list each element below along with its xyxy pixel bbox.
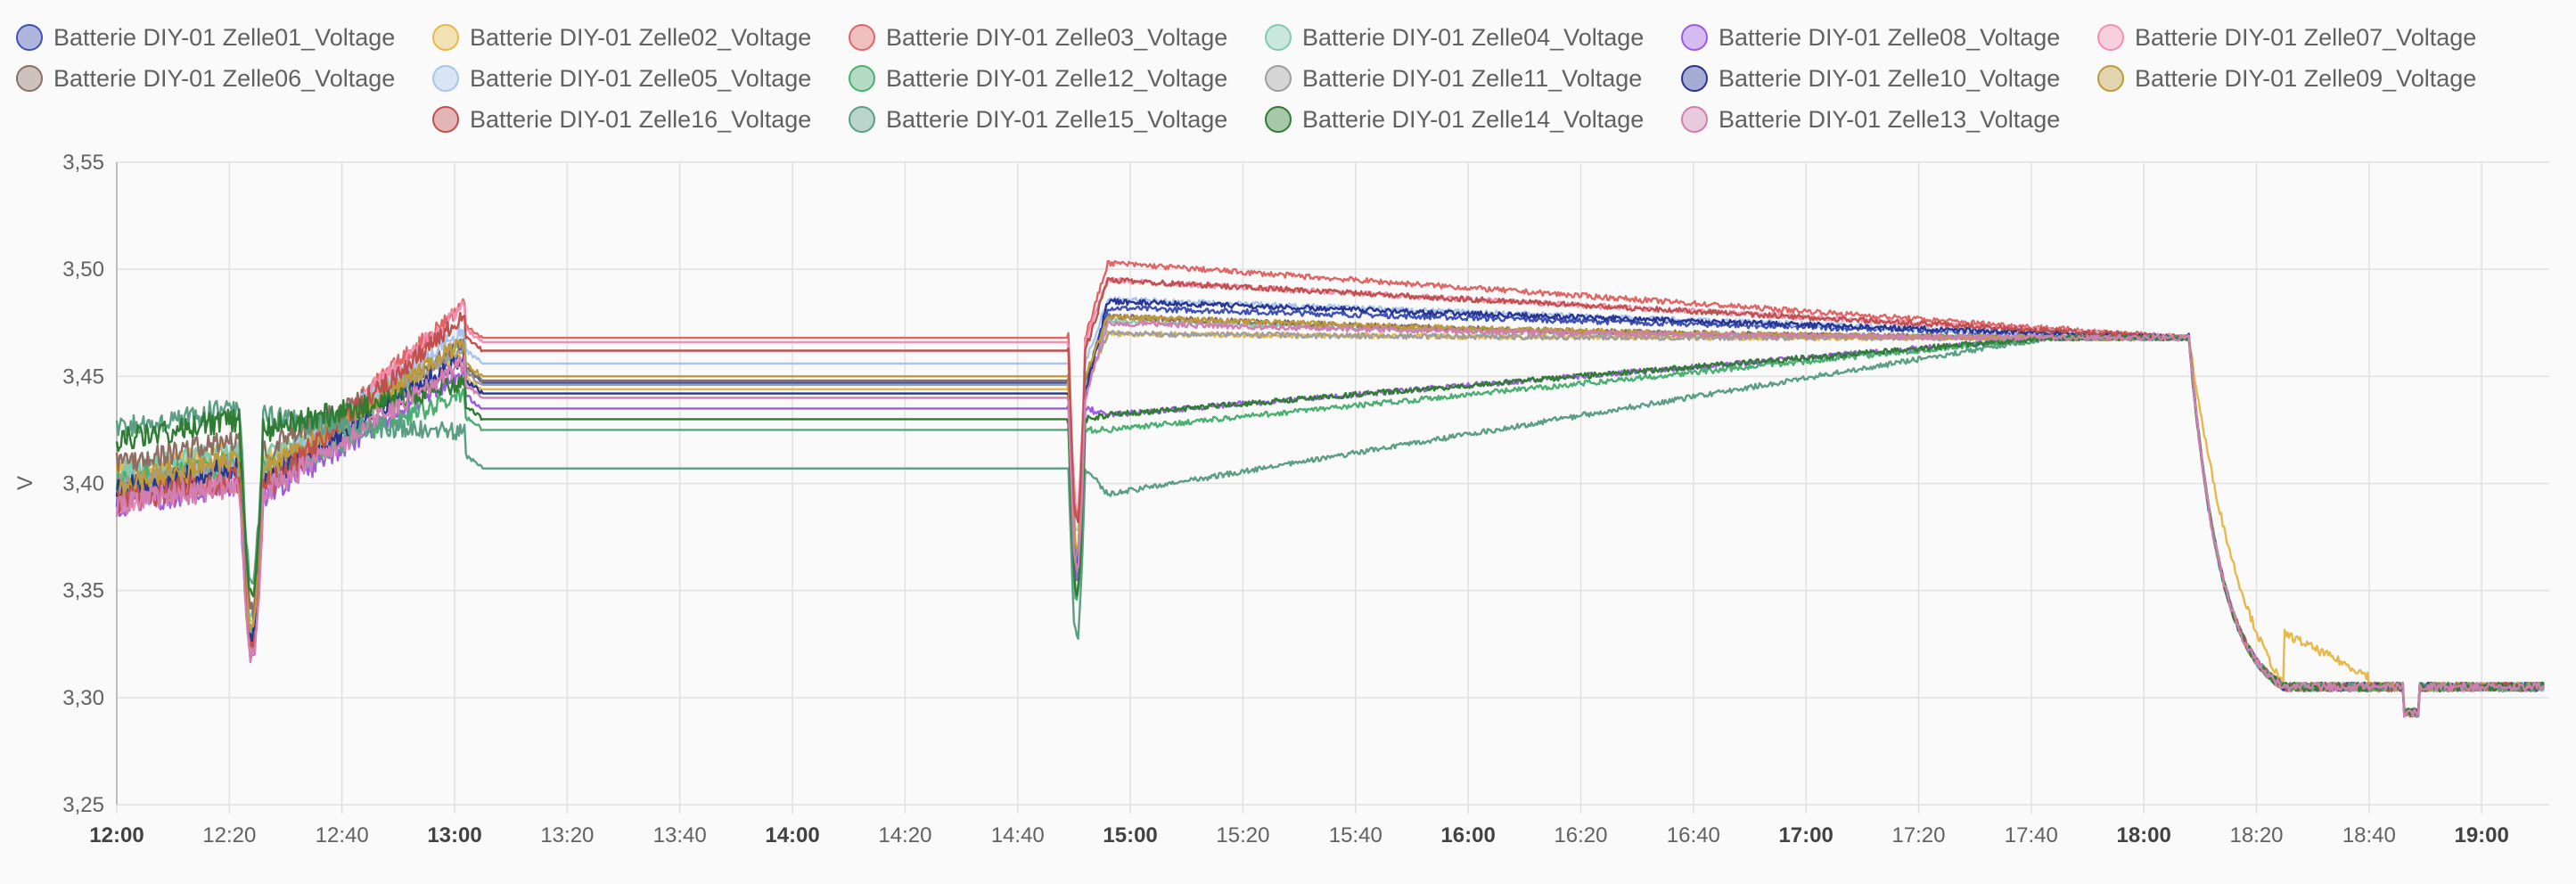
legend-swatch — [432, 106, 459, 133]
x-tick-label: 18:40 — [2342, 823, 2396, 847]
y-tick-label: 3,40 — [62, 472, 104, 496]
x-tick-label: 13:20 — [540, 823, 594, 847]
legend-label: Batterie DIY-01 Zelle02_Voltage — [470, 23, 812, 51]
x-tick-label: 16:00 — [1440, 823, 1495, 847]
x-tick-label: 15:40 — [1329, 823, 1382, 847]
legend-item[interactable]: Batterie DIY-01 Zelle15_Voltage — [849, 102, 1227, 137]
legend-swatch — [1265, 106, 1292, 133]
legend-swatch — [849, 24, 875, 51]
legend-label: Batterie DIY-01 Zelle12_Voltage — [886, 64, 1228, 92]
legend-item[interactable]: Batterie DIY-01 Zelle13_Voltage — [1681, 102, 2060, 137]
x-axis-ticks: 12:00 12:20 12:40 13:00 13:20 13:40 14:00 14:20… — [89, 823, 2509, 847]
legend-swatch — [1681, 106, 1708, 133]
series-line — [116, 276, 2545, 718]
x-tick-label: 15:00 — [1103, 823, 1157, 847]
legend-label: Batterie DIY-01 Zelle05_Voltage — [470, 64, 812, 92]
legend-label: Batterie DIY-01 Zelle06_Voltage — [53, 64, 396, 92]
legend-label: Batterie DIY-01 Zelle11_Voltage — [1302, 64, 1643, 92]
legend-label: Batterie DIY-01 Zelle04_Voltage — [1302, 23, 1645, 51]
legend-swatch — [432, 65, 459, 92]
series-line — [115, 330, 2545, 718]
legend-label: Batterie DIY-01 Zelle15_Voltage — [886, 105, 1228, 133]
legend-label: Batterie DIY-01 Zelle01_Voltage — [53, 23, 396, 51]
legend-item[interactable]: Batterie DIY-01 Zelle10_Voltage — [1681, 61, 2060, 96]
legend-item[interactable]: Batterie DIY-01 Zelle09_Voltage — [2097, 61, 2476, 96]
legend-swatch — [16, 65, 43, 92]
x-tick-label: 16:20 — [1554, 823, 1607, 847]
legend-label: Batterie DIY-01 Zelle14_Voltage — [1302, 105, 1645, 133]
y-axis-ticks: 3,25 3,30 3,35 3,40 3,45 3,50 3,55 — [62, 151, 104, 817]
legend-swatch — [849, 106, 875, 133]
x-tick-label: 14:40 — [991, 823, 1045, 847]
y-axis-label: V — [13, 476, 37, 490]
legend-item[interactable]: Batterie DIY-01 Zelle06_Voltage — [16, 61, 395, 96]
legend-swatch — [16, 24, 43, 51]
series-line — [115, 305, 2544, 717]
chart-legend: Batterie DIY-01 Zelle01_Voltage Batterie … — [0, 0, 2576, 143]
x-tick-label: 16:40 — [1667, 823, 1720, 847]
chart-series — [115, 259, 2545, 718]
legend-item[interactable]: Batterie DIY-01 Zelle01_Voltage — [16, 20, 395, 55]
legend-swatch — [1681, 24, 1708, 51]
x-tick-label: 19:00 — [2454, 823, 2508, 847]
y-tick-label: 3,50 — [62, 258, 104, 282]
x-tick-label: 15:20 — [1216, 823, 1269, 847]
x-tick-label: 12:00 — [89, 823, 144, 847]
legend-label: Batterie DIY-01 Zelle10_Voltage — [1719, 64, 2061, 92]
legend-swatch — [1265, 65, 1292, 92]
x-tick-label: 17:40 — [2005, 823, 2058, 847]
x-tick-label: 17:20 — [1891, 823, 1945, 847]
legend-label: Batterie DIY-01 Zelle03_Voltage — [886, 23, 1228, 51]
voltage-chart: 3,253,303,353,403,453,503,55 12:00 12:20 1… — [13, 151, 2549, 847]
chart-grid — [116, 161, 2549, 814]
series-line — [115, 276, 2545, 717]
x-tick-label: 18:00 — [2116, 823, 2170, 847]
x-tick-label: 13:40 — [653, 823, 707, 847]
y-tick-label: 3,55 — [62, 151, 104, 175]
legend-swatch — [2097, 65, 2124, 92]
x-tick-label: 13:00 — [427, 823, 481, 847]
legend-label: Batterie DIY-01 Zelle07_Voltage — [2135, 23, 2477, 51]
legend-swatch — [849, 65, 875, 92]
y-tick-label: 3,35 — [62, 579, 104, 603]
legend-label: Batterie DIY-01 Zelle16_Voltage — [470, 105, 812, 133]
series-line — [115, 320, 2545, 718]
legend-item[interactable]: Batterie DIY-01 Zelle12_Voltage — [849, 61, 1227, 96]
legend-swatch — [1265, 24, 1292, 51]
x-tick-label: 14:20 — [878, 823, 931, 847]
x-tick-label: 18:20 — [2229, 823, 2283, 847]
legend-item[interactable]: Batterie DIY-01 Zelle03_Voltage — [849, 20, 1227, 55]
legend-label: Batterie DIY-01 Zelle09_Voltage — [2135, 64, 2477, 92]
legend-item[interactable]: Batterie DIY-01 Zelle16_Voltage — [432, 102, 811, 137]
y-tick-label: 3,25 — [62, 793, 104, 817]
y-tick-label: 3,30 — [62, 686, 104, 710]
x-tick-label: 14:00 — [765, 823, 819, 847]
series-line — [116, 314, 2545, 717]
x-tick-label: 12:40 — [316, 823, 369, 847]
legend-item[interactable]: Batterie DIY-01 Zelle14_Voltage — [1265, 102, 1644, 137]
x-tick-label: 12:20 — [202, 823, 256, 847]
legend-item[interactable]: Batterie DIY-01 Zelle08_Voltage — [1681, 20, 2060, 55]
series-line — [115, 296, 2545, 717]
legend-swatch — [1681, 65, 1708, 92]
x-tick-label: 17:00 — [1778, 823, 1833, 847]
legend-swatch — [2097, 24, 2124, 51]
legend-item[interactable]: Batterie DIY-01 Zelle07_Voltage — [2097, 20, 2476, 55]
legend-item[interactable]: Batterie DIY-01 Zelle11_Voltage — [1265, 61, 1642, 96]
legend-item[interactable]: Batterie DIY-01 Zelle02_Voltage — [432, 20, 811, 55]
legend-item[interactable]: Batterie DIY-01 Zelle04_Voltage — [1265, 20, 1644, 55]
y-tick-label: 3,45 — [62, 364, 104, 389]
legend-swatch — [432, 24, 459, 51]
legend-label: Batterie DIY-01 Zelle13_Voltage — [1719, 105, 2061, 133]
legend-item[interactable]: Batterie DIY-01 Zelle05_Voltage — [432, 61, 811, 96]
legend-label: Batterie DIY-01 Zelle08_Voltage — [1719, 23, 2061, 51]
